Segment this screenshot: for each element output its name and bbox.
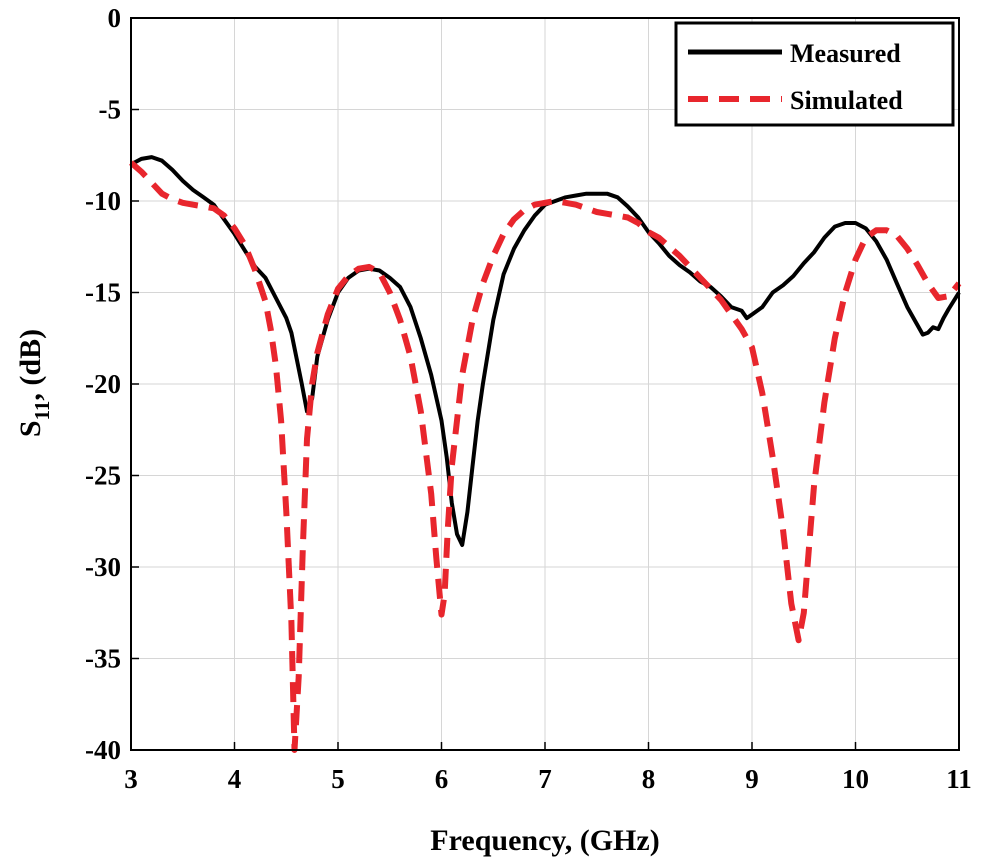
y-tick-label: 0: [108, 3, 122, 33]
x-tick-labels: 3 4 5 6 7 8 9 10 11: [124, 764, 972, 794]
series-line-simulated: [129, 160, 962, 753]
x-tick-label: 5: [331, 764, 345, 794]
legend: Measured Simulated: [674, 21, 955, 127]
y-tick-label: -20: [85, 369, 121, 399]
legend-simulated-label: Simulated: [790, 86, 903, 115]
x-tick-label: 7: [538, 764, 552, 794]
y-tick-label: -35: [85, 644, 121, 674]
x-tick-label: 10: [842, 764, 869, 794]
y-tick-label: -25: [85, 461, 121, 491]
grid-lines: [130, 17, 960, 751]
y-axis-label-rest: , (dB): [14, 329, 47, 401]
y-tick-label: -40: [85, 735, 121, 765]
y-axis-label-sub: 11: [30, 401, 54, 421]
y-axis-label-main: S: [14, 420, 47, 437]
x-tick-label: 11: [946, 764, 972, 794]
y-tick-label: -30: [85, 552, 121, 582]
y-tick-labels: 0 -5 -10 -15 -20 -25 -30 -35 -40: [85, 3, 121, 765]
legend-box: [674, 21, 955, 127]
x-tick-label: 9: [745, 764, 759, 794]
y-axis-label: S11, (dB): [14, 329, 54, 437]
series-line-measured: [130, 155, 961, 547]
y-tick-label: -5: [99, 95, 122, 125]
series-lines: [129, 155, 962, 753]
y-tick-label: -15: [85, 278, 121, 308]
x-tick-label: 8: [642, 764, 656, 794]
x-tick-label: 4: [228, 764, 242, 794]
y-tick-label: -10: [85, 186, 121, 216]
x-tick-label: 6: [435, 764, 449, 794]
x-tick-label: 3: [124, 764, 138, 794]
legend-measured-label: Measured: [790, 39, 901, 68]
axis-ticks: [130, 17, 960, 751]
x-axis-label: Frequency, (GHz): [430, 824, 659, 857]
